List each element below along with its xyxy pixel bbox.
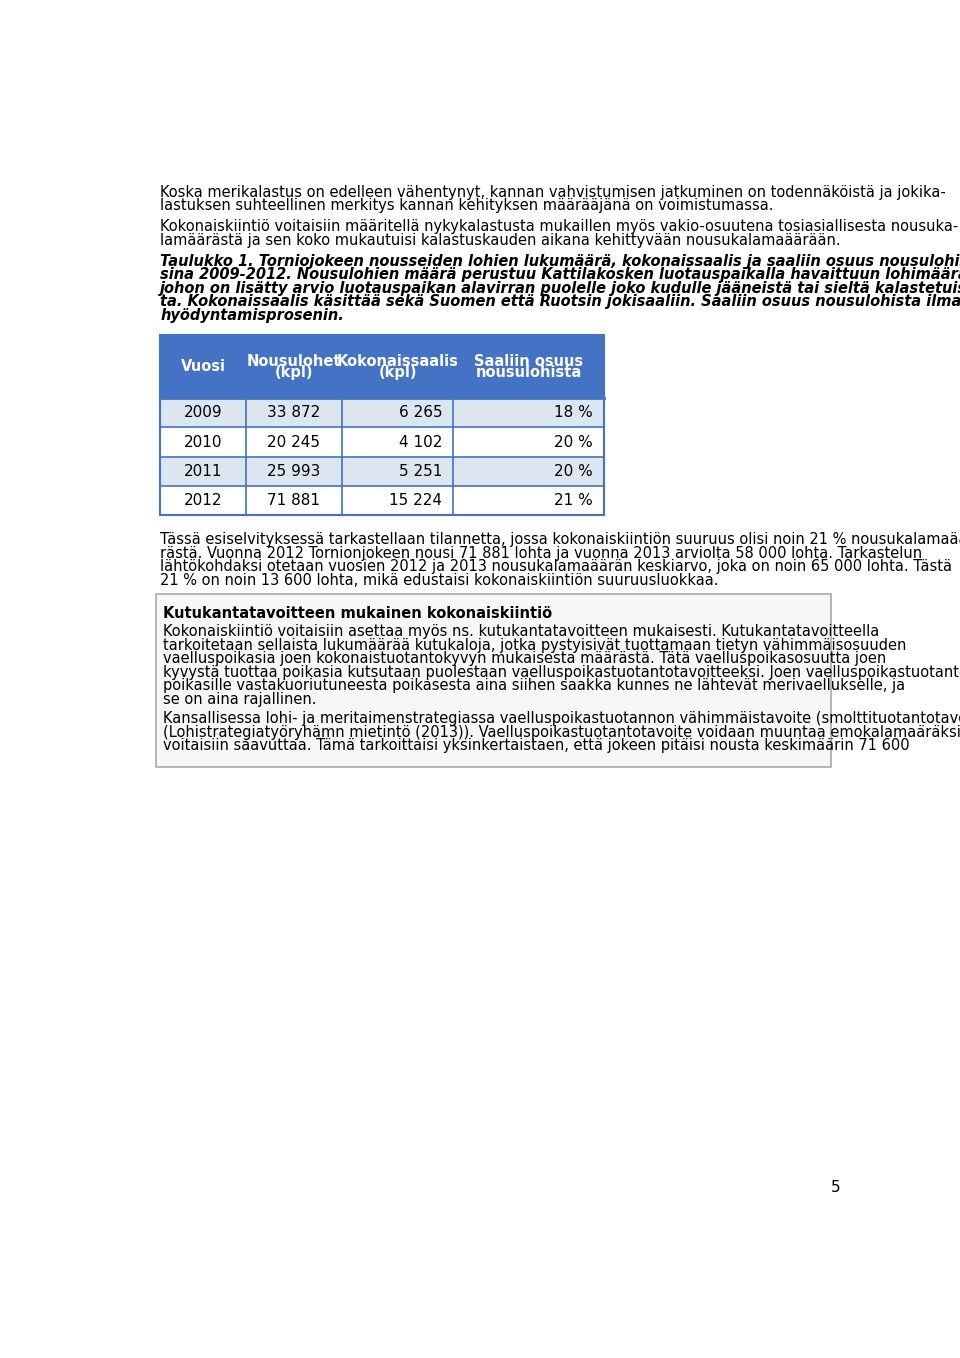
Text: kyvystä tuottaa poikasia kutsutaan puolestaan vaelluspoikastuotantotavoitteeksi.: kyvystä tuottaa poikasia kutsutaan puole…	[163, 664, 960, 679]
Text: 2012: 2012	[183, 493, 222, 508]
Text: (kpl): (kpl)	[275, 364, 313, 379]
Text: ta. Kokonaissaalis käsittää sekä Suomen että Ruotsin jokisaaliin. Saaliin osuus : ta. Kokonaissaalis käsittää sekä Suomen …	[160, 295, 960, 310]
Text: Kansallisessa lohi- ja meritaimenstrategiassa vaelluspoikastuotannon vähimmäista: Kansallisessa lohi- ja meritaimenstrateg…	[163, 712, 960, 727]
Text: rästä. Vuonna 2012 Tornionjokeen nousi 71 881 lohta ja vuonna 2013 arviolta 58 0: rästä. Vuonna 2012 Tornionjokeen nousi 7…	[160, 546, 923, 561]
Bar	[343, 428, 453, 456]
Text: 71 881: 71 881	[268, 493, 321, 508]
Text: tarkoitetaan sellaista lukumäärää kutukaloja, jotka pystyisivät tuottamaan tiety: tarkoitetaan sellaista lukumäärää kutuka…	[163, 638, 907, 653]
Bar	[160, 486, 246, 515]
Text: (Lohistrategiatyöryhämn mietintö (2013)). Vaelluspoikastuotantotavoite voidaan : (Lohistrategiatyöryhämn mietintö (2013)…	[163, 725, 960, 740]
Text: hyödyntamisprosenin.: hyödyntamisprosenin.	[160, 308, 344, 323]
Text: 21 % on noin 13 600 lohta, mikä edustaisi kokonaiskiintiön suuruusluokkaa.: 21 % on noin 13 600 lohta, mikä edustais…	[160, 573, 719, 588]
Text: 5: 5	[831, 1180, 841, 1195]
Text: 25 993: 25 993	[267, 464, 321, 479]
Text: 4 102: 4 102	[399, 435, 443, 449]
Text: Taulukko 1. Torniojokeen nousseiden lohien lukumäärä, kokonaissaalis ja saaliin : Taulukko 1. Torniojokeen nousseiden lohi…	[160, 254, 960, 269]
Text: lamäärästä ja sen koko mukautuisi kalastuskauden aikana kehittyvään nousukalamaä: lamäärästä ja sen koko mukautuisi kalast…	[160, 232, 841, 247]
Bar	[160, 456, 246, 486]
Text: Kokonaiskiintiö voitaisiin määritellä nykykalastusta mukaillen myös vakio-osuute: Kokonaiskiintiö voitaisiin määritellä ny…	[160, 219, 958, 234]
Text: lähtökohdaksi otetaan vuosien 2012 ja 2013 nousukalamaäärän keskiarvo, joka on n: lähtökohdaksi otetaan vuosien 2012 ja 20…	[160, 559, 952, 574]
Text: Koska merikalastus on edelleen vähentynyt, kannan vahvistumisen jatkuminen on to: Koska merikalastus on edelleen vähentyny…	[160, 185, 946, 200]
Bar	[160, 428, 246, 456]
Text: Tässä esiselvityksessä tarkastellaan tilannetta, jossa kokonaiskiintiön suuruus : Tässä esiselvityksessä tarkastellaan til…	[160, 532, 960, 547]
Text: voitaisiin saavuttaa. Tämä tarkoittaisi yksinkertaistaen, että jokeen pitäis: voitaisiin saavuttaa. Tämä tarkoittais…	[163, 739, 910, 754]
Text: 33 872: 33 872	[268, 405, 321, 421]
Text: lastuksen suhteellinen merkitys kannan kehityksen määrääjänä on voimistumassa.: lastuksen suhteellinen merkitys kannan k…	[160, 198, 774, 213]
Bar	[160, 335, 604, 515]
Text: 2010: 2010	[183, 435, 222, 449]
Text: 15 224: 15 224	[390, 493, 443, 508]
Text: sina 2009-2012. Nousulohien määrä perustuu Kattilakosken luotauspaikalla havaitt: sina 2009-2012. Nousulohien määrä perust…	[160, 268, 960, 282]
Bar	[343, 456, 453, 486]
Text: 5 251: 5 251	[399, 464, 443, 479]
Bar	[453, 335, 604, 398]
Text: 21 %: 21 %	[554, 493, 592, 508]
Text: 2009: 2009	[183, 405, 222, 421]
Bar	[343, 398, 453, 428]
Text: Kokonaissaalis: Kokonaissaalis	[337, 353, 459, 369]
Text: johon on lisätty arvio luotauspaikan alavirran puolelle joko kudulle jääneistä t: johon on lisätty arvio luotauspaikan ala…	[160, 281, 960, 296]
Bar	[453, 428, 604, 456]
Text: Saaliin osuus: Saaliin osuus	[474, 353, 583, 369]
Bar	[453, 486, 604, 515]
Bar	[246, 398, 343, 428]
Bar	[156, 593, 831, 767]
Text: nousulohista: nousulohista	[475, 364, 582, 379]
Text: 20 245: 20 245	[268, 435, 321, 449]
Text: Nousulohet: Nousulohet	[247, 353, 341, 369]
Text: 20 %: 20 %	[554, 464, 592, 479]
Text: Vuosi: Vuosi	[180, 359, 226, 373]
Text: poikasille vastakuoriutuneesta poikasesta aina siihen saakka kunnes ne lähtevät : poikasille vastakuoriutuneesta poikasest…	[163, 678, 905, 693]
Bar	[160, 398, 246, 428]
Bar	[246, 335, 343, 398]
Text: vaelluspoikasia joen kokonaistuotantokyvyn mukaisesta määrästä. Tätä vaelluspoik: vaelluspoikasia joen kokonaistuotantokyv…	[163, 650, 887, 667]
Bar	[246, 428, 343, 456]
Bar	[246, 456, 343, 486]
Bar	[343, 335, 453, 398]
Text: 2011: 2011	[183, 464, 222, 479]
Bar	[453, 456, 604, 486]
Bar	[453, 398, 604, 428]
Text: (kpl): (kpl)	[378, 364, 417, 379]
Bar	[343, 486, 453, 515]
Bar	[246, 486, 343, 515]
Text: Kutukantatavoitteen mukainen kokonaiskiintiö: Kutukantatavoitteen mukainen kokonaiskii…	[163, 606, 553, 621]
Bar	[160, 335, 246, 398]
Text: se on aina rajallinen.: se on aina rajallinen.	[163, 691, 317, 706]
Text: Kokonaiskiintiö voitaisiin asettaa myös ns. kutukantatavoitteen mukaisesti. Kutu: Kokonaiskiintiö voitaisiin asettaa myös …	[163, 625, 879, 640]
Text: 20 %: 20 %	[554, 435, 592, 449]
Text: 18 %: 18 %	[554, 405, 592, 421]
Text: 6 265: 6 265	[398, 405, 443, 421]
